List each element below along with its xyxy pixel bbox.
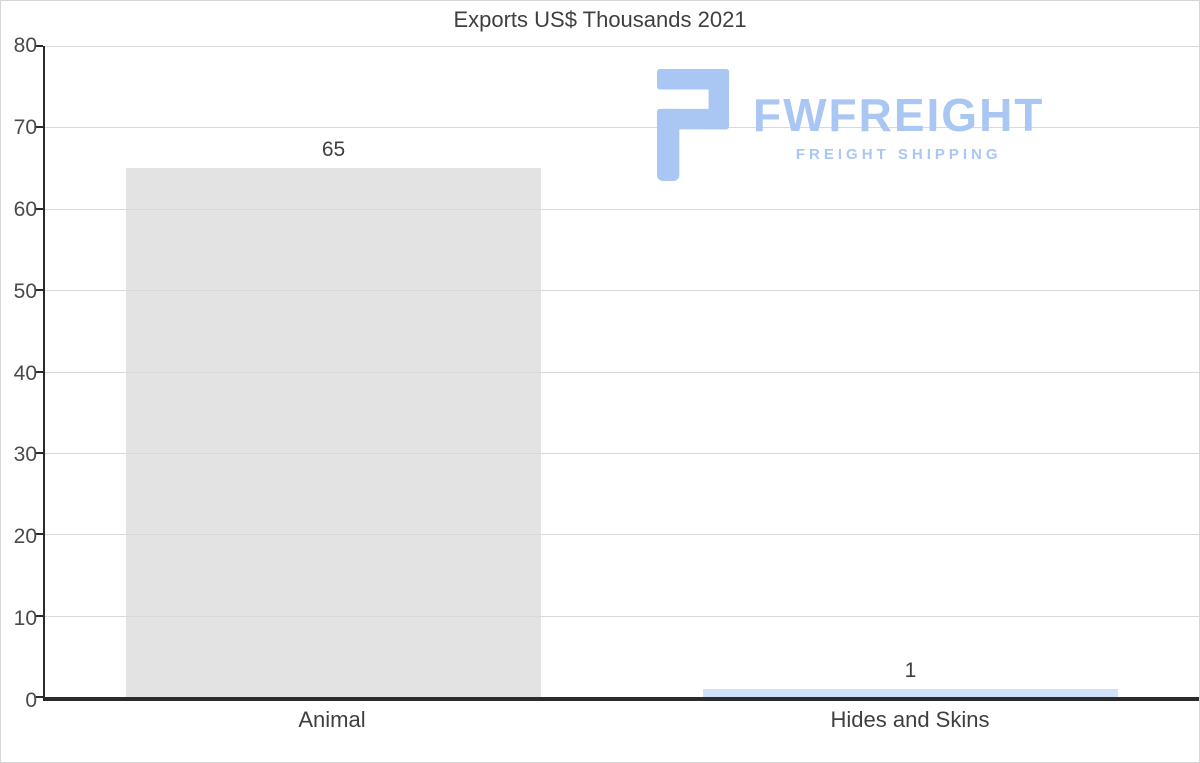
y-tick-mark-60 bbox=[36, 207, 43, 210]
bar-value-label-1: 1 bbox=[904, 658, 917, 682]
chart-title: Exports US$ Thousands 2021 bbox=[453, 7, 747, 32]
logo-tagline: FREIGHT SHIPPING bbox=[795, 146, 1002, 163]
bar-bands: 65 1 bbox=[45, 46, 1199, 697]
y-tick-mark-40 bbox=[36, 370, 43, 373]
bar-animal[interactable] bbox=[125, 168, 542, 697]
y-tick-label-70: 70 bbox=[13, 115, 37, 139]
bar-value-label-0: 65 bbox=[321, 138, 346, 162]
gridline-y-20 bbox=[45, 534, 1199, 536]
gridline-y-40 bbox=[45, 371, 1199, 373]
y-tick-mark-10 bbox=[36, 614, 43, 617]
plot-area: 65 1 bbox=[36, 45, 1199, 701]
y-tick-mark-50 bbox=[36, 289, 43, 292]
y-tick-mark-20 bbox=[36, 533, 43, 536]
bar-band-0: 65 bbox=[45, 46, 622, 697]
y-tick-label-10: 10 bbox=[13, 607, 37, 631]
gridline-y-30 bbox=[45, 452, 1199, 454]
x-axis-labels: Animal Hides and Skins bbox=[43, 707, 1199, 733]
y-tick-mark-80 bbox=[36, 45, 43, 47]
y-tick-label-40: 40 bbox=[13, 361, 37, 385]
y-tick-label-30: 30 bbox=[13, 443, 37, 467]
y-tick-label-0: 0 bbox=[25, 689, 37, 712]
x-axis-label-1: Hides and Skins bbox=[830, 707, 990, 732]
y-tick-mark-30 bbox=[36, 451, 43, 454]
logo-text-block: FWFREIGHT FREIGHT SHIPPING bbox=[753, 92, 1044, 163]
y-tick-label-80: 80 bbox=[13, 34, 37, 57]
fwfreight-logo-icon bbox=[649, 69, 737, 186]
gridline-y-60 bbox=[45, 208, 1199, 210]
y-tick-label-60: 60 bbox=[13, 197, 37, 221]
y-tick-label-50: 50 bbox=[13, 279, 37, 303]
bar-hides-and-skins[interactable] bbox=[702, 688, 1119, 697]
y-tick-mark-70 bbox=[36, 126, 43, 129]
gridline-y-70 bbox=[45, 127, 1199, 129]
y-tick-mark-0 bbox=[36, 696, 43, 698]
gridline-y-50 bbox=[45, 290, 1199, 292]
gridline-y-10 bbox=[45, 615, 1199, 617]
logo-name: FWFREIGHT bbox=[753, 89, 1045, 141]
y-tick-label-20: 20 bbox=[13, 525, 37, 549]
x-axis-label-0: Animal bbox=[298, 707, 366, 732]
bar-band-1: 1 bbox=[622, 46, 1199, 697]
gridline-y-80 bbox=[45, 46, 1199, 47]
watermark-logo: FWFREIGHT FREIGHT SHIPPING bbox=[649, 69, 1044, 186]
